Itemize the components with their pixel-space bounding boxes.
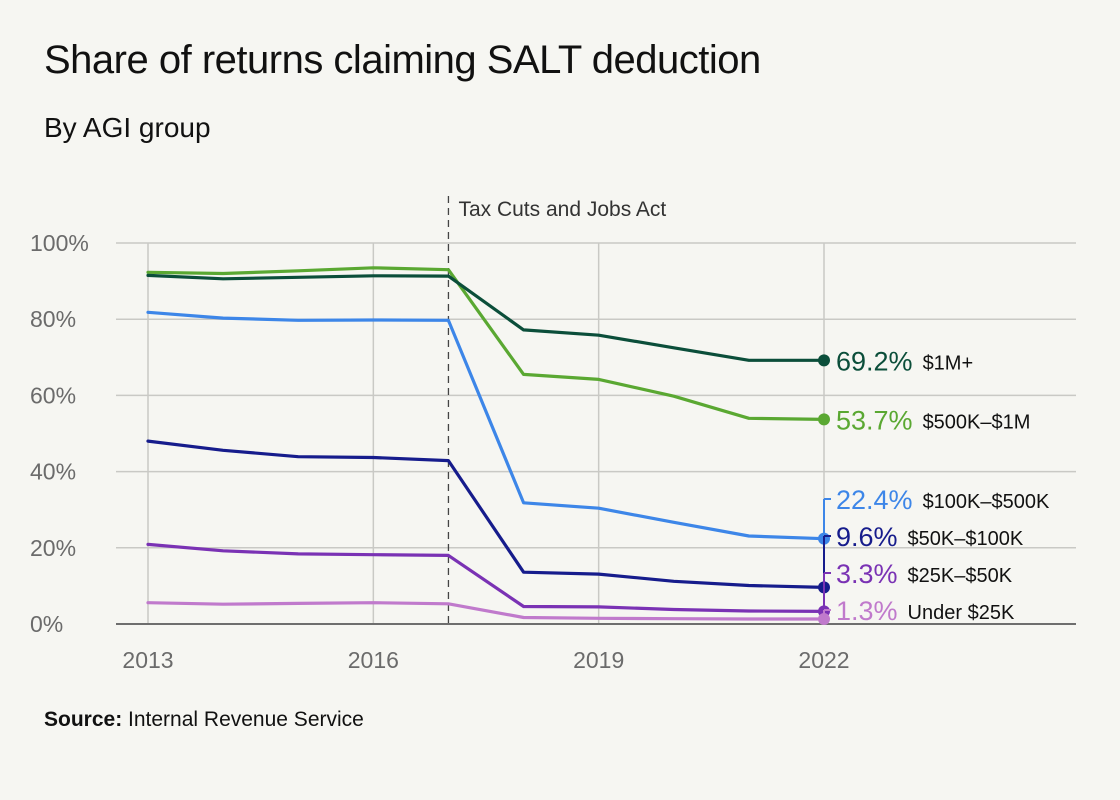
end-labels: 69.2% $1M+ 53.7% $500K–$1M 22.4% $100K–$500K 9… [818,346,1050,626]
x-tick-label: 2013 [122,647,173,673]
chart-subtitle: By AGI group [44,112,211,143]
source-text: Internal Revenue Service [128,708,364,731]
axes: 0% 20% 40% 60% 80% 100% 2013 2016 2019 2022 [30,230,1076,673]
series-line [146,439,826,589]
annotation: Tax Cuts and Jobs Act [447,196,666,624]
series-end-name: $100K–$500K [923,491,1050,513]
y-tick-label: 100% [30,230,89,256]
series-end-name: $25K–$50K [908,565,1013,587]
y-tick-label: 0% [30,611,63,637]
x-tick-label: 2022 [798,647,849,673]
y-tick-label: 20% [30,535,76,561]
series-end-name: $1M+ [923,352,974,374]
series-end-value: 22.4% [836,485,913,515]
series-line [146,273,826,362]
source-note: Source: Internal Revenue Service [44,708,364,732]
series-end-name: Under $25K [908,602,1015,624]
series-line [146,542,826,613]
series-line [146,266,826,421]
y-tick-label: 80% [30,306,76,332]
series-lines [146,266,826,621]
y-tick-label: 40% [30,459,76,485]
source-label: Source: [44,708,123,731]
series-end-name: $500K–$1M [923,411,1031,433]
series-end-marker [818,613,830,626]
series-end-marker [818,354,830,367]
x-tick-label: 2019 [573,647,624,673]
series-end-name: $50K–$100K [908,528,1024,550]
grid [116,242,1076,624]
series-end-value: 69.2% [836,346,913,376]
chart-title: Share of returns claiming SALT deduction [44,38,761,82]
series-end-marker [818,413,830,426]
series-end-value: 53.7% [836,405,913,435]
series-end-value: 3.3% [836,559,898,589]
annotation-label: Tax Cuts and Jobs Act [458,198,666,221]
series-line [146,601,826,621]
series-end-value: 1.3% [836,596,898,626]
y-tick-label: 60% [30,382,76,408]
series-line [146,310,826,541]
x-tick-label: 2016 [348,647,399,673]
series-end-value: 9.6% [836,522,898,552]
